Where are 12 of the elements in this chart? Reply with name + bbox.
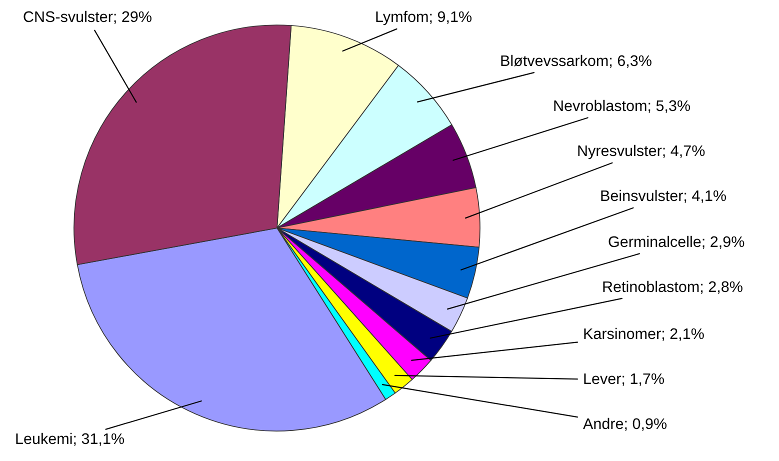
slice-label: Bløtvevssarkom; 6,3% — [501, 54, 652, 68]
slice-label: Nyresvulster; 4,7% — [578, 144, 705, 160]
slice-label: Leukemi; 31,1% — [16, 432, 124, 446]
slice-label: Retinoblastom; 2,8% — [603, 280, 742, 294]
slice-label: Karsinomer; 2,1% — [584, 328, 704, 341]
slice-label: Germinalcelle; 2,9% — [608, 236, 744, 249]
slice-label: Beinsvulster; 4,1% — [601, 190, 726, 203]
slice-label: Lever; 1,7% — [584, 373, 664, 386]
slice-label: Nevroblastom; 5,3% — [554, 100, 690, 113]
slice-label: Andre; 0,9% — [583, 418, 667, 431]
slice-label: Lymfom; 9,1% — [376, 10, 472, 26]
slice-label: CNS-svulster; 29% — [24, 10, 152, 24]
